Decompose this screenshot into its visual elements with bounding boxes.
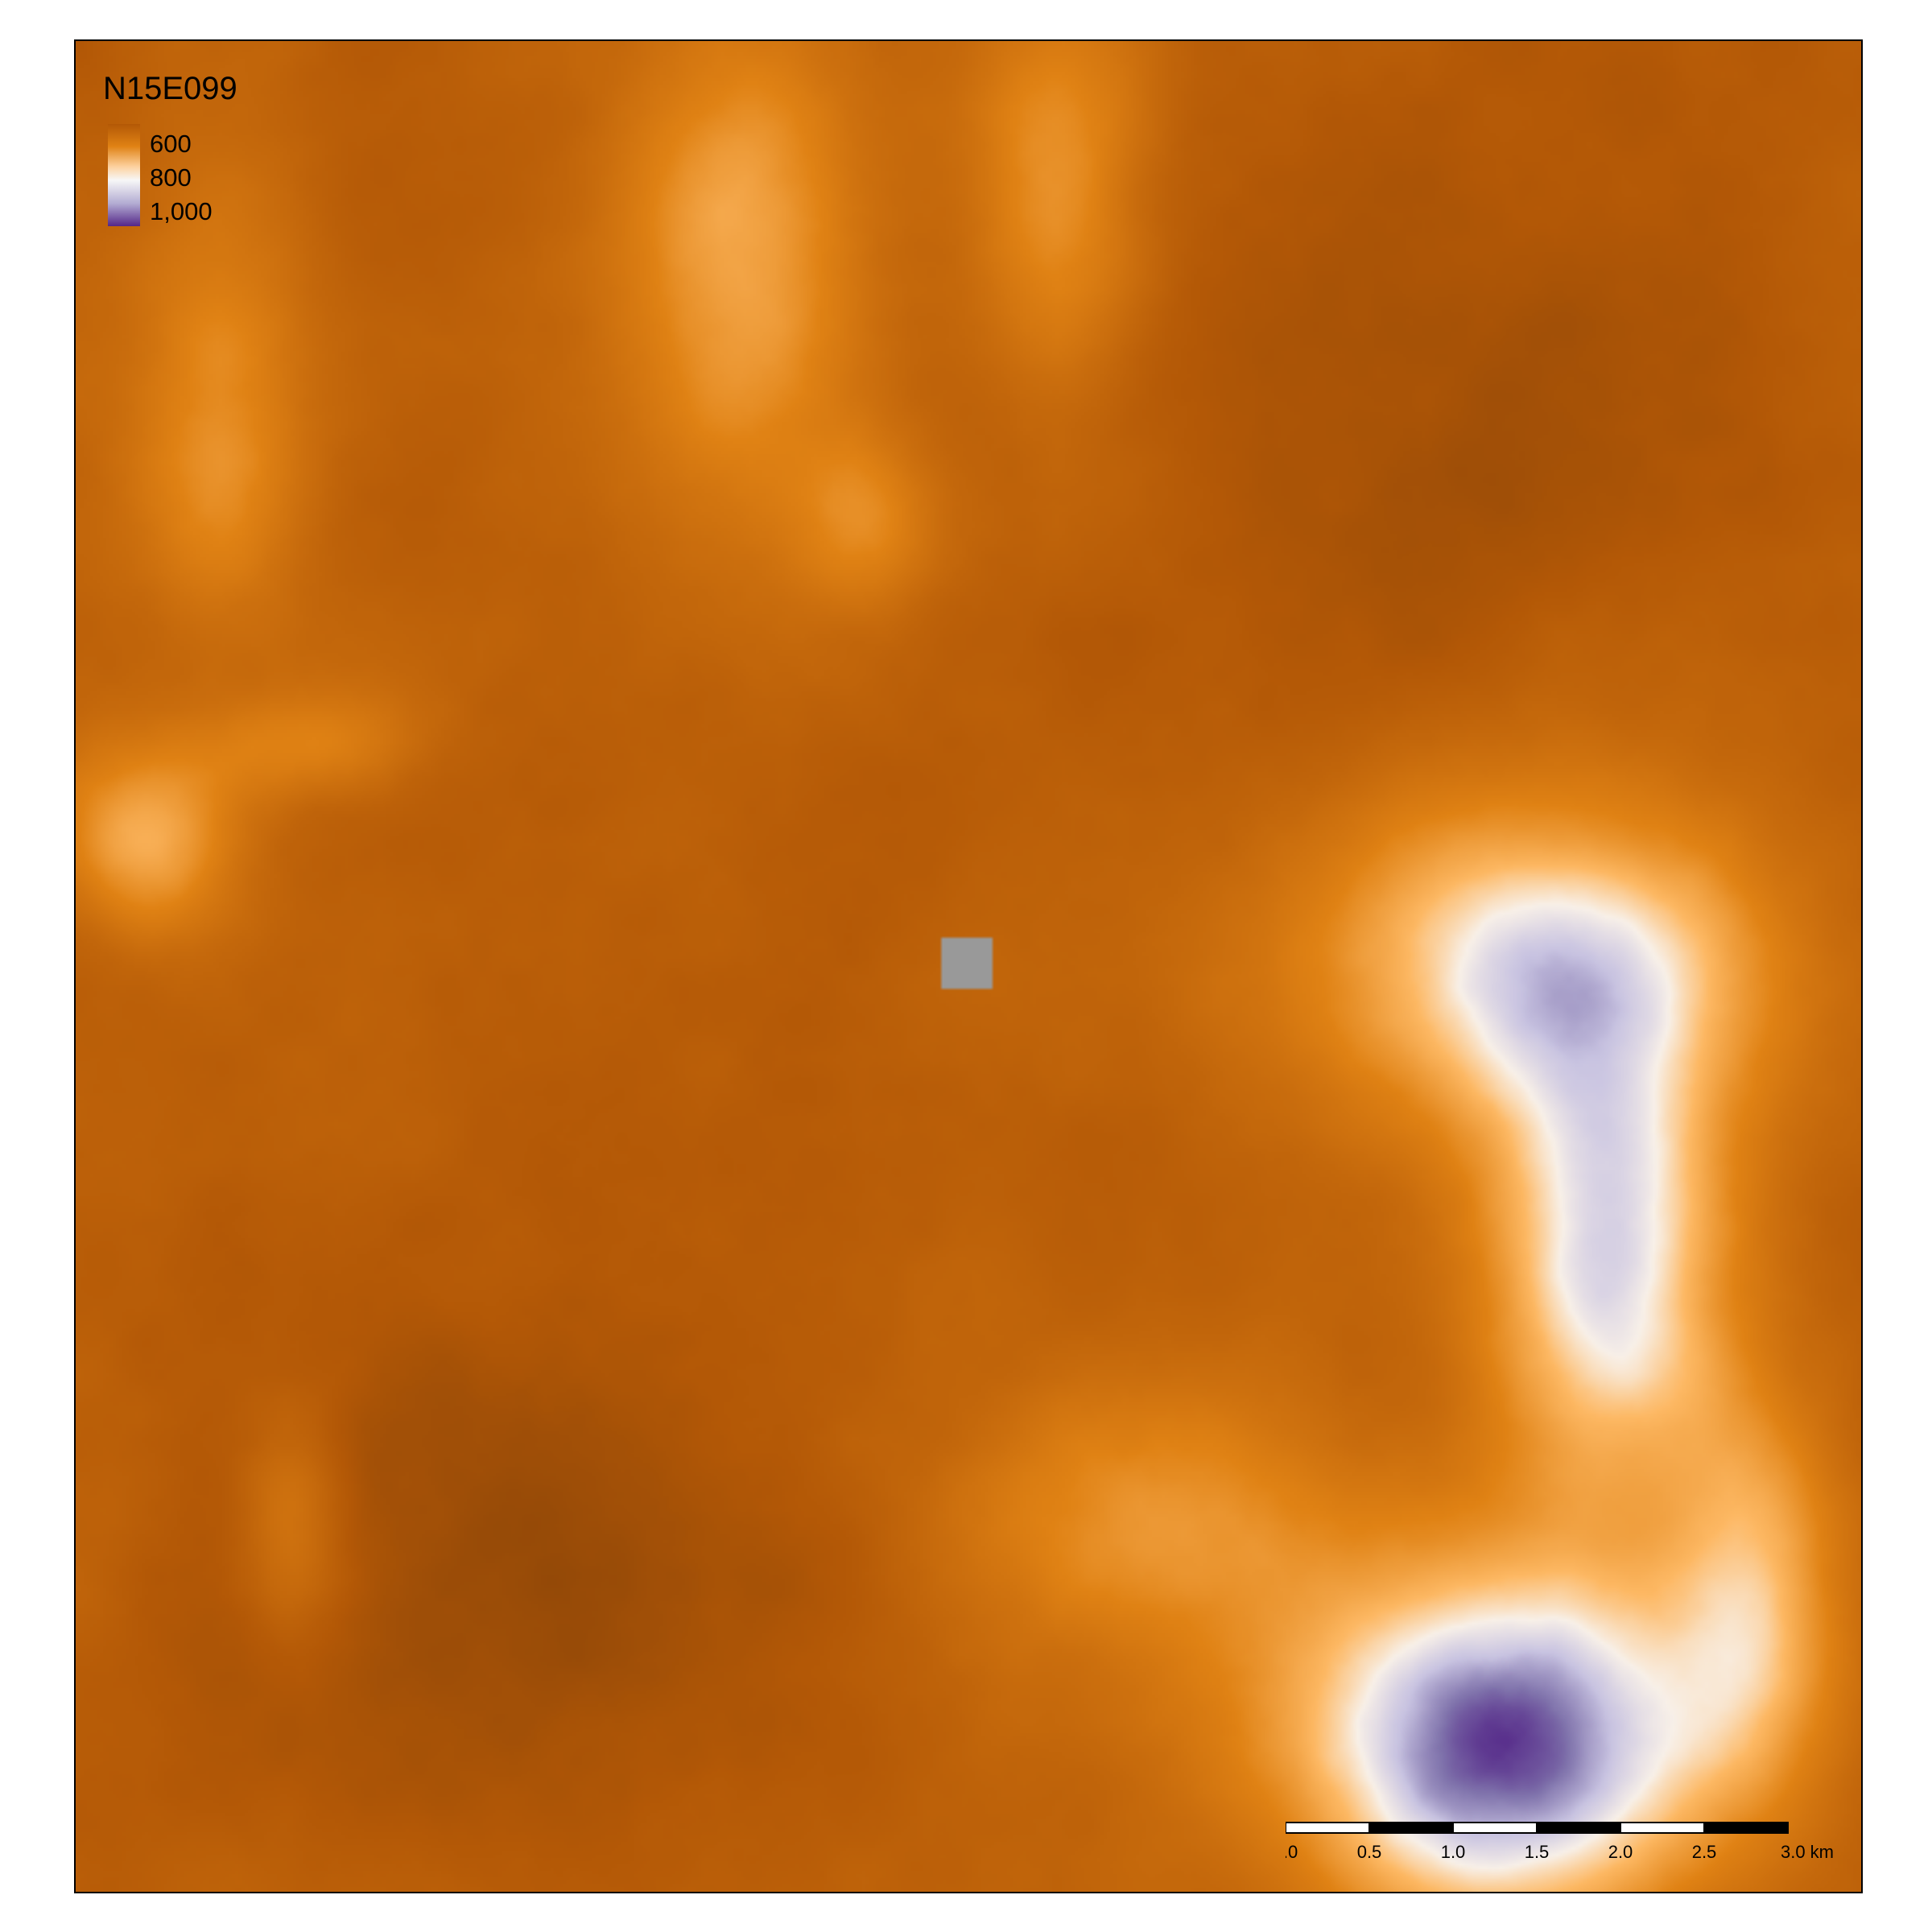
legend-title: N15E099	[103, 71, 237, 106]
scale-segment-6	[1703, 1822, 1789, 1834]
scale-tick-0-5: 0.5	[1357, 1842, 1382, 1862]
scale-tick-3-0-km: 3.0 km	[1781, 1842, 1834, 1862]
scale-tick-1-0: 1.0	[1441, 1842, 1466, 1862]
elevation-raster[interactable]	[76, 41, 1861, 1892]
scale-segment-1	[1286, 1822, 1370, 1834]
map-panel[interactable]	[74, 39, 1863, 1893]
legend-label-800: 800	[150, 163, 192, 192]
scale-tick-2-5: 2.5	[1692, 1842, 1717, 1862]
legend-color-ramp	[108, 124, 140, 226]
scale-tick-1-5: 1.5	[1525, 1842, 1550, 1862]
scale-tick-2-0: 2.0	[1608, 1842, 1633, 1862]
scale-segment-5	[1620, 1822, 1705, 1834]
scale-segment-2	[1368, 1822, 1454, 1834]
legend-label-1000: 1,000	[150, 197, 213, 225]
scale-bar: 0.0 0.5 1.0 1.5 2.0 2.5 3.0 km	[1286, 1822, 1834, 1862]
scale-segment-3	[1452, 1822, 1538, 1834]
legend-label-600: 600	[150, 130, 192, 158]
scale-segment-4	[1536, 1822, 1621, 1834]
scale-tick-0: 0.0	[1286, 1842, 1298, 1862]
